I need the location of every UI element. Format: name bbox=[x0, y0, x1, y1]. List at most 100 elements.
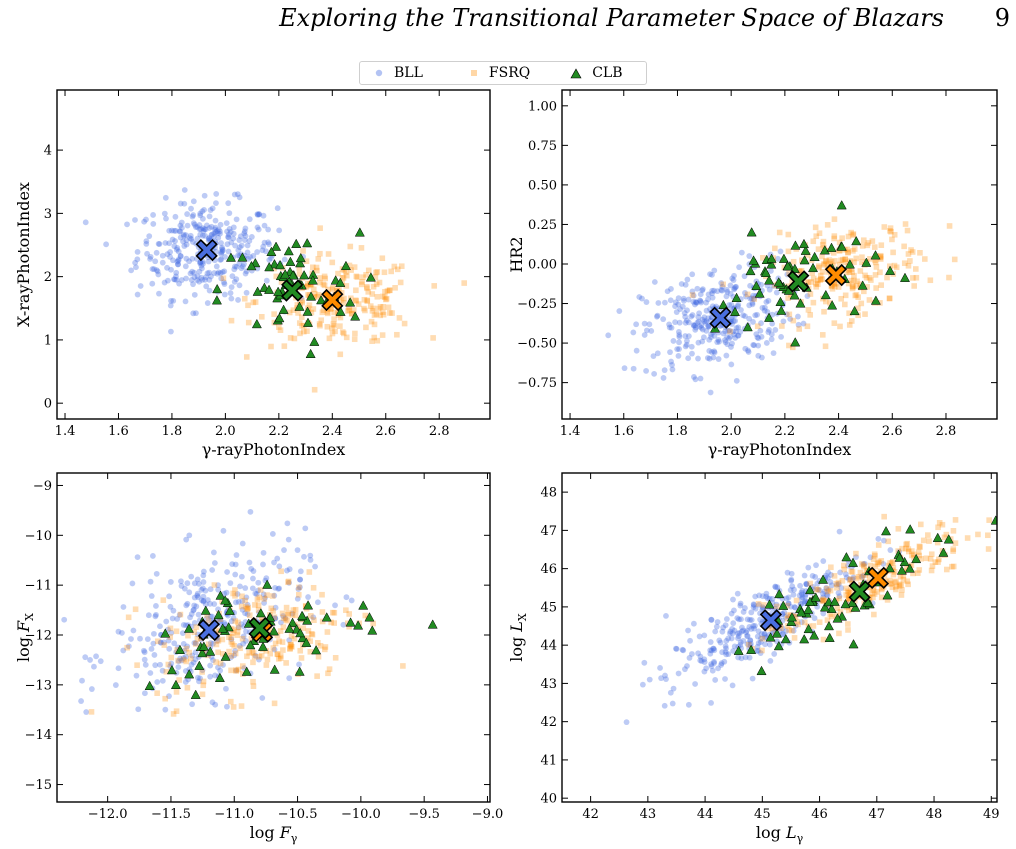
bll-point bbox=[735, 332, 742, 339]
clb-point bbox=[748, 255, 759, 265]
bll-point bbox=[655, 300, 662, 306]
bll-point bbox=[180, 655, 187, 661]
fsrq-point bbox=[387, 287, 393, 294]
bll-point bbox=[152, 258, 159, 265]
fsrq-point bbox=[359, 279, 365, 285]
bll-point bbox=[191, 291, 198, 298]
clb-point bbox=[291, 238, 302, 248]
bll-point bbox=[148, 646, 155, 652]
bll-point bbox=[221, 279, 227, 286]
clb-point bbox=[335, 277, 346, 287]
fsrq-point bbox=[321, 282, 328, 289]
fsrq-point bbox=[950, 546, 957, 552]
fsrq-point bbox=[793, 597, 800, 604]
fsrq-point bbox=[908, 562, 915, 569]
bll-point bbox=[225, 234, 231, 240]
bll-point bbox=[684, 663, 690, 669]
bll-point bbox=[134, 248, 141, 255]
fsrq-point bbox=[898, 592, 905, 598]
fsrq-point bbox=[844, 246, 850, 253]
bll-point bbox=[218, 240, 224, 246]
bll-point bbox=[685, 627, 691, 634]
bll-point bbox=[785, 600, 792, 607]
bll-point bbox=[221, 268, 228, 275]
fsrq-point bbox=[319, 618, 326, 625]
bll-point bbox=[199, 232, 206, 239]
clb-point bbox=[190, 689, 201, 699]
fsrq-point bbox=[363, 272, 369, 278]
bll-point bbox=[250, 253, 257, 259]
y-tick-label: −0.50 bbox=[517, 337, 557, 352]
fsrq-point bbox=[371, 312, 378, 318]
fsrq-point bbox=[358, 245, 365, 251]
bll-point bbox=[250, 568, 257, 574]
clb-point bbox=[302, 237, 313, 248]
fsrq-point bbox=[841, 562, 847, 569]
fsrq-point bbox=[810, 299, 817, 306]
bll-point bbox=[231, 191, 238, 198]
bll-point bbox=[743, 627, 750, 634]
fsrq-point bbox=[213, 659, 219, 665]
clb-point bbox=[905, 524, 916, 534]
fsrq-point bbox=[943, 566, 950, 573]
bll-point bbox=[755, 640, 762, 646]
bll-point bbox=[260, 549, 267, 556]
fsrq-point bbox=[299, 297, 305, 304]
bll-point bbox=[215, 269, 222, 276]
bll-point bbox=[880, 561, 887, 567]
bll-point bbox=[194, 576, 201, 583]
bll-point bbox=[667, 349, 673, 356]
bll-point bbox=[184, 580, 191, 587]
fsrq-point bbox=[877, 269, 883, 276]
fsrq-point bbox=[857, 569, 864, 576]
bll-point bbox=[175, 261, 181, 268]
fsrq-point bbox=[964, 535, 971, 541]
bll-point bbox=[194, 590, 201, 597]
clb-point bbox=[782, 261, 793, 271]
y-tick-label: −15 bbox=[25, 778, 52, 793]
bll-point bbox=[189, 268, 196, 275]
x-tick-label: 2.4 bbox=[322, 424, 343, 439]
fsrq-point bbox=[371, 321, 378, 328]
points-layer bbox=[623, 513, 997, 726]
fsrq-point bbox=[200, 682, 207, 689]
bll-point bbox=[230, 230, 237, 237]
bll-point bbox=[242, 610, 248, 617]
bll-point bbox=[725, 651, 732, 658]
fsrq-point bbox=[264, 592, 270, 598]
bll-point bbox=[263, 277, 270, 284]
bll-point bbox=[266, 241, 272, 248]
bll-point bbox=[724, 341, 731, 348]
fsrq-point bbox=[850, 248, 856, 254]
bll-point bbox=[791, 604, 798, 610]
fsrq-point bbox=[161, 642, 168, 648]
bll-point bbox=[710, 645, 717, 652]
y-tick-label: −14 bbox=[25, 728, 52, 743]
fsrq-point bbox=[916, 567, 923, 573]
bll-point bbox=[242, 638, 249, 644]
bll-point bbox=[816, 587, 823, 594]
fsrq-point bbox=[785, 283, 791, 290]
fsrq-point bbox=[860, 562, 867, 569]
fsrq-point bbox=[175, 657, 181, 664]
bll-point bbox=[171, 640, 178, 647]
bll-point bbox=[687, 637, 693, 644]
bll-point bbox=[281, 256, 288, 263]
bll-point bbox=[206, 235, 213, 241]
bll-point bbox=[823, 584, 830, 591]
fsrq-point bbox=[185, 632, 191, 639]
fsrq-point bbox=[391, 263, 398, 270]
fsrq-point bbox=[231, 627, 237, 633]
clb-point bbox=[990, 515, 997, 525]
bll-point bbox=[181, 243, 188, 249]
fsrq-point bbox=[745, 641, 752, 648]
bll-point bbox=[758, 354, 765, 361]
fsrq-point bbox=[234, 629, 241, 635]
fsrq-point bbox=[331, 309, 337, 316]
bll-point bbox=[171, 276, 177, 283]
fsrq-point bbox=[352, 330, 358, 337]
bll-point bbox=[236, 194, 243, 201]
bll-point bbox=[803, 581, 810, 588]
clb-point bbox=[807, 262, 819, 273]
fsrq-point bbox=[124, 644, 130, 651]
